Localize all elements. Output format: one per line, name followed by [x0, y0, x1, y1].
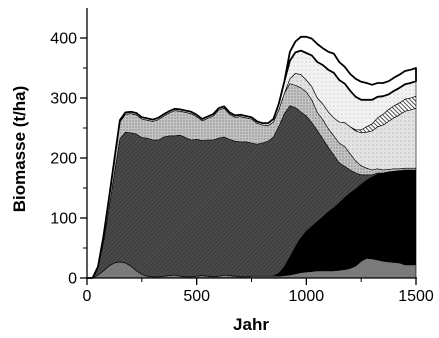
y-axis-title: Biomasse (t/ha) — [10, 86, 29, 213]
x-tick-label: 1500 — [398, 288, 434, 305]
x-tick-label: 500 — [183, 288, 210, 305]
y-tick-label: 100 — [50, 211, 77, 228]
y-tick-label: 0 — [68, 271, 77, 288]
y-tick-label: 300 — [50, 91, 77, 108]
series-area-top-band — [86, 35, 417, 279]
series-areas — [86, 35, 417, 279]
axes: 0 100 200 300 400 0 500 1000 1500 — [50, 8, 434, 305]
y-tick-label: 400 — [50, 31, 77, 48]
y-tick-label: 200 — [50, 151, 77, 168]
x-axis-title: Jahr — [233, 315, 269, 333]
x-tick-label: 0 — [83, 288, 92, 305]
x-tick-label: 1000 — [289, 288, 325, 305]
